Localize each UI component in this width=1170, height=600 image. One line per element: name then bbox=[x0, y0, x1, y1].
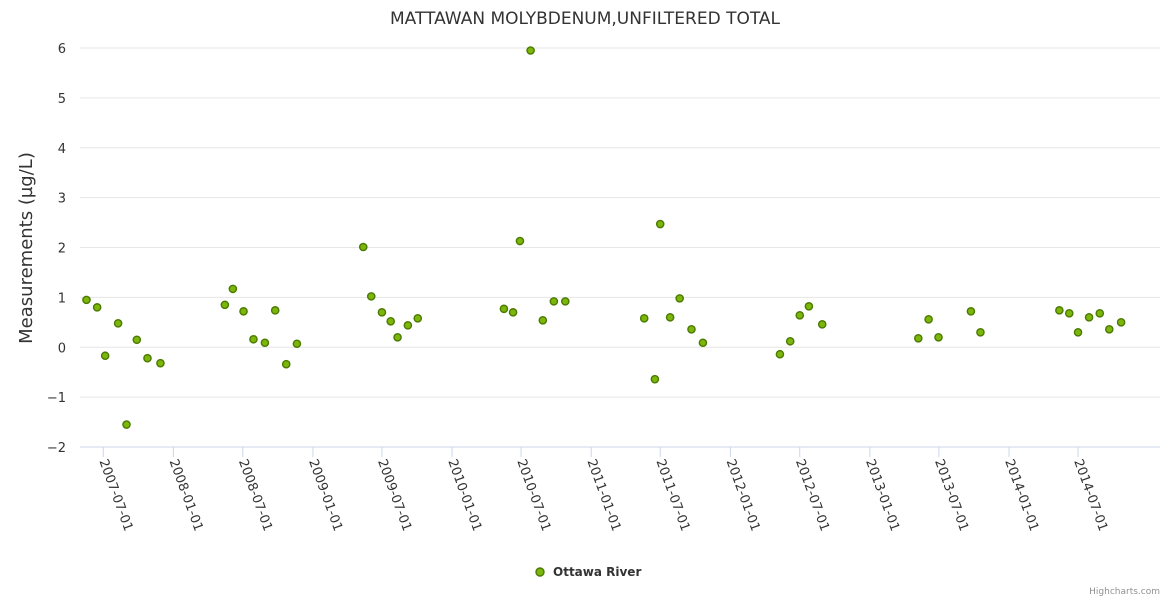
data-point[interactable] bbox=[1104, 324, 1114, 334]
x-tick-label: 2007-07-01 bbox=[95, 457, 135, 533]
data-point[interactable] bbox=[538, 316, 548, 325]
data-point[interactable] bbox=[549, 297, 559, 306]
data-point[interactable] bbox=[639, 314, 649, 323]
data-point[interactable] bbox=[966, 307, 976, 316]
data-point[interactable] bbox=[934, 332, 943, 342]
data-point[interactable] bbox=[795, 311, 805, 320]
data-point[interactable] bbox=[560, 297, 570, 306]
data-point[interactable] bbox=[775, 349, 785, 359]
data-point[interactable] bbox=[260, 338, 270, 348]
y-tick-label: 2 bbox=[58, 242, 66, 257]
x-tick-label: 2014-01-01 bbox=[1001, 457, 1041, 533]
data-point[interactable] bbox=[675, 294, 684, 303]
y-tick-label: −1 bbox=[47, 391, 66, 406]
data-point[interactable] bbox=[499, 304, 509, 314]
x-tick-label: 2008-01-01 bbox=[166, 457, 206, 533]
x-axis: 2007-07-01 2008-01-01 2008-07-01 2009-01-01… bbox=[80, 446, 1160, 533]
data-point[interactable] bbox=[403, 321, 413, 330]
x-tick-label: 2013-01-01 bbox=[862, 457, 902, 533]
data-point[interactable] bbox=[817, 320, 827, 329]
y-tick-label: −2 bbox=[47, 441, 66, 456]
data-point[interactable] bbox=[143, 353, 152, 363]
data-point[interactable] bbox=[366, 292, 376, 301]
y-tick-label: 1 bbox=[58, 291, 66, 306]
data-point[interactable] bbox=[113, 319, 123, 328]
legend-marker[interactable] bbox=[535, 567, 545, 577]
x-tick-label: 2013-07-01 bbox=[931, 457, 971, 533]
y-axis-ticks: −2 −1 0 1 2 3 4 5 6 bbox=[47, 42, 66, 456]
data-point[interactable] bbox=[976, 327, 985, 337]
data-point[interactable] bbox=[1095, 309, 1105, 318]
data-point[interactable] bbox=[122, 420, 131, 429]
data-point[interactable] bbox=[804, 302, 814, 311]
data-point[interactable] bbox=[132, 335, 142, 345]
data-point[interactable] bbox=[785, 336, 795, 346]
grid-lines bbox=[80, 47, 1160, 448]
x-tick-label: 2010-07-01 bbox=[513, 457, 553, 533]
data-point[interactable] bbox=[156, 358, 165, 368]
data-point[interactable] bbox=[515, 236, 525, 246]
x-tick-label: 2009-07-01 bbox=[374, 457, 414, 533]
data-point[interactable] bbox=[82, 295, 91, 305]
data-point[interactable] bbox=[526, 46, 535, 55]
y-tick-label: 6 bbox=[58, 42, 66, 57]
x-tick-label: 2012-01-01 bbox=[723, 457, 763, 533]
data-point[interactable] bbox=[698, 338, 708, 348]
y-tick-label: 4 bbox=[58, 142, 66, 157]
data-point[interactable] bbox=[1073, 327, 1083, 337]
y-tick-label: 0 bbox=[58, 341, 66, 356]
legend[interactable]: Ottawa River bbox=[535, 565, 641, 579]
data-point[interactable] bbox=[281, 359, 291, 369]
data-point[interactable] bbox=[292, 339, 302, 349]
data-point[interactable] bbox=[1084, 313, 1094, 322]
x-tick-label: 2010-01-01 bbox=[444, 457, 484, 533]
data-point[interactable] bbox=[220, 300, 230, 310]
data-point[interactable] bbox=[1116, 318, 1126, 327]
data-point[interactable] bbox=[914, 333, 923, 343]
data-point[interactable] bbox=[1064, 309, 1074, 318]
data-point[interactable] bbox=[413, 314, 423, 323]
data-point[interactable] bbox=[1055, 306, 1064, 315]
data-point[interactable] bbox=[377, 308, 387, 317]
x-tick-label: 2014-07-01 bbox=[1070, 457, 1110, 533]
data-points bbox=[82, 46, 1126, 429]
data-point[interactable] bbox=[92, 303, 102, 312]
y-tick-label: 3 bbox=[58, 192, 66, 207]
legend-item-ottawa-river[interactable]: Ottawa River bbox=[553, 565, 641, 579]
data-point[interactable] bbox=[228, 284, 238, 294]
data-point[interactable] bbox=[100, 351, 110, 361]
data-point[interactable] bbox=[270, 306, 280, 315]
x-tick-label: 2008-07-01 bbox=[235, 457, 275, 533]
credits-link[interactable]: Highcharts.com bbox=[1089, 587, 1160, 597]
y-tick-label: 5 bbox=[58, 92, 66, 107]
chart-title: MATTAWAN MOLYBDENUM,UNFILTERED TOTAL bbox=[390, 9, 781, 29]
data-point[interactable] bbox=[239, 307, 248, 316]
data-point[interactable] bbox=[393, 332, 402, 342]
data-point[interactable] bbox=[650, 374, 660, 384]
data-point[interactable] bbox=[665, 313, 675, 322]
data-point[interactable] bbox=[249, 334, 258, 344]
data-point[interactable] bbox=[687, 324, 696, 334]
x-tick-label: 2012-07-01 bbox=[792, 457, 832, 533]
data-point[interactable] bbox=[924, 315, 933, 324]
data-point[interactable] bbox=[655, 219, 665, 229]
data-point[interactable] bbox=[358, 242, 368, 252]
x-tick-label: 2011-07-01 bbox=[652, 457, 692, 533]
data-point[interactable] bbox=[508, 308, 518, 317]
x-tick-label: 2011-01-01 bbox=[583, 457, 623, 533]
x-tick-label: 2009-01-01 bbox=[305, 457, 345, 533]
y-axis-label: Measurements (µg/L) bbox=[16, 152, 37, 344]
data-point[interactable] bbox=[386, 317, 395, 326]
